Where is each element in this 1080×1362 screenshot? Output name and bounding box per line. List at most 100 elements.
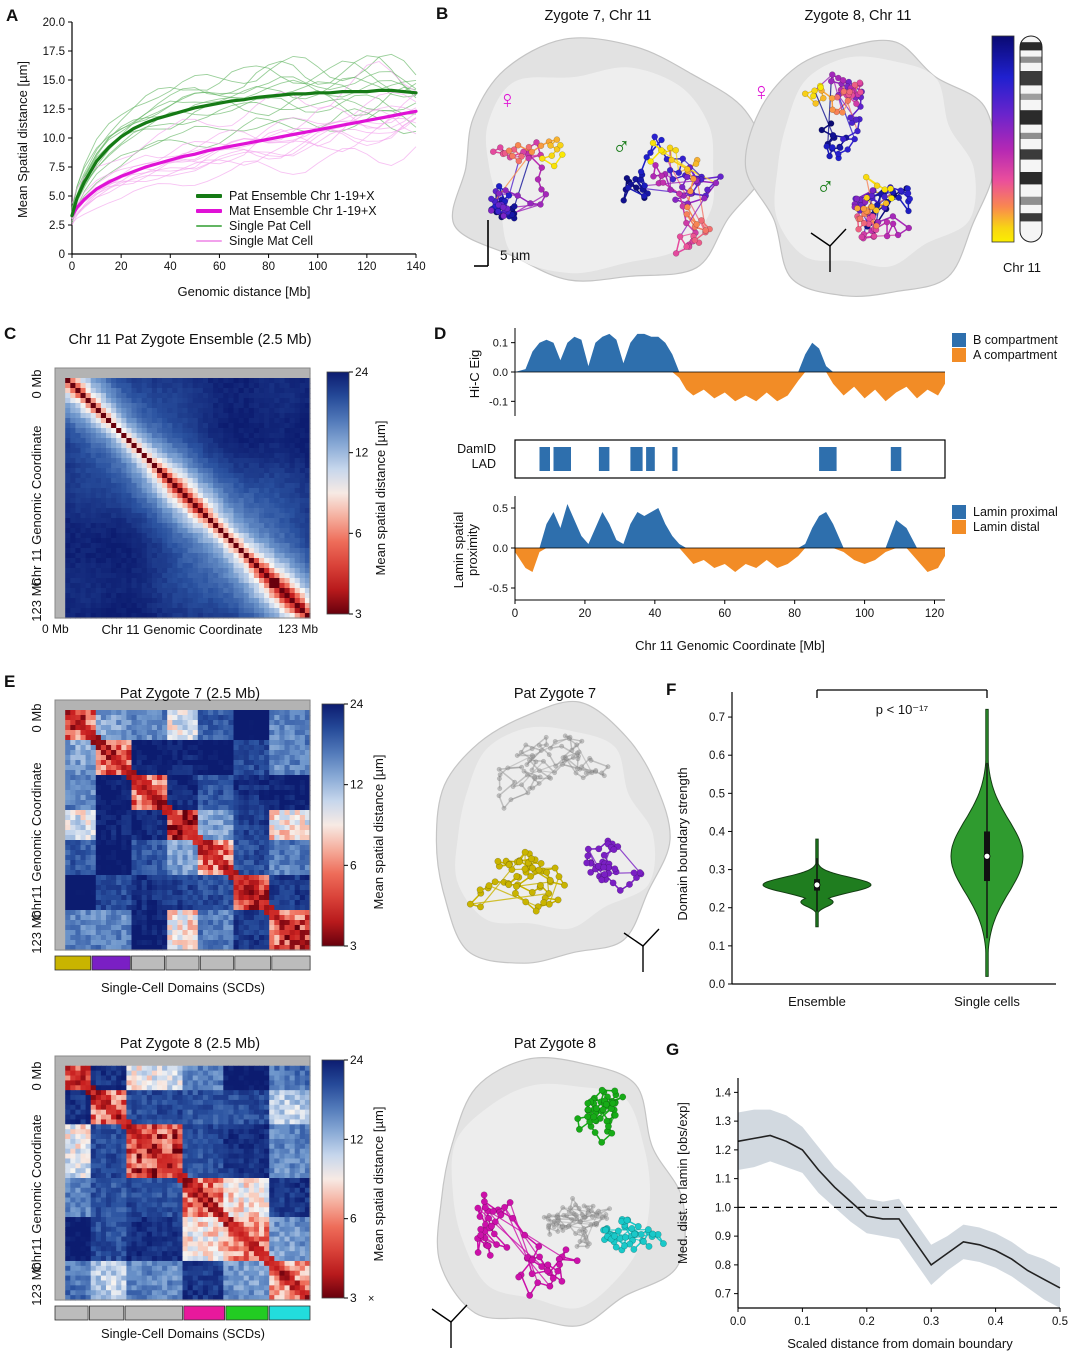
panel-g-line-chart: 0.70.80.91.01.11.21.31.40.0 0.1 0.2 0.3 0.4 0… xyxy=(715,1078,1068,1328)
svg-text:20: 20 xyxy=(115,261,128,273)
svg-text:120: 120 xyxy=(357,261,376,273)
zygote8-render-title: Pat Zygote 8 xyxy=(513,1036,597,1052)
legend-label: A compartment xyxy=(973,348,1058,362)
svg-text:120: 120 xyxy=(925,608,944,620)
panel-c-xlabel: Chr 11 Genomic Coordinate xyxy=(101,622,263,637)
legend-item: Single Pat Cell xyxy=(196,219,377,233)
legend-label: Single Mat Cell xyxy=(229,234,314,248)
legend-swatch xyxy=(196,194,222,198)
legend-swatch xyxy=(952,520,966,534)
panel-c-xtick-start: 0 Mb xyxy=(42,622,69,636)
zygote8-map-title: Pat Zygote 8 (2.5 Mb) xyxy=(119,1036,261,1052)
svg-text:80: 80 xyxy=(262,261,275,273)
svg-text:0: 0 xyxy=(512,608,518,620)
svg-text:40: 40 xyxy=(648,608,661,620)
legend-swatch xyxy=(952,333,966,347)
svg-text:0: 0 xyxy=(59,249,65,261)
panel-a-ylabel: Mean Spatial distance [µm] xyxy=(15,60,30,219)
zygote7-ytick-end: 123 Mb xyxy=(29,910,44,954)
svg-text:100: 100 xyxy=(855,608,874,620)
zygote8-ytick-end: 123 Mb xyxy=(29,1262,44,1306)
lamin-legend: Lamin proximal Lamin distal xyxy=(952,504,1058,535)
female-icon: ♀ xyxy=(498,86,517,114)
legend-label: Single Pat Cell xyxy=(229,219,311,233)
panel-label-g: G xyxy=(666,1040,680,1059)
svg-text:17.5: 17.5 xyxy=(43,46,65,58)
legend-swatch xyxy=(196,209,222,213)
male-icon: ♂ xyxy=(612,132,631,160)
zygote7-render-title: Pat Zygote 7 xyxy=(513,686,597,702)
svg-text:100: 100 xyxy=(308,261,327,273)
panel-c-colorbar-label: Mean spatial distance [µm] xyxy=(373,420,388,576)
zygote8-title: Zygote 8, Chr 11 xyxy=(804,8,912,24)
pvalue-annotation: p < 10⁻¹⁷ xyxy=(875,702,929,717)
legend-item: Single Mat Cell xyxy=(196,234,377,248)
svg-text:60: 60 xyxy=(213,261,226,273)
legend-swatch xyxy=(952,348,966,362)
panel-label-b: B xyxy=(436,4,449,23)
panel-f-violin: 0.00.10.20.30.40.50.60.7 xyxy=(709,689,1056,991)
legend-item: A compartment xyxy=(952,348,1058,362)
panel-c-title: Chr 11 Pat Zygote Ensemble (2.5 Mb) xyxy=(68,332,312,348)
svg-text:15.0: 15.0 xyxy=(43,75,65,87)
zygote7-scd-label: Single-Cell Domains (SCDs) xyxy=(101,980,265,995)
zygote7-title: Zygote 7, Chr 11 xyxy=(544,8,652,24)
svg-text:2.5: 2.5 xyxy=(49,220,65,232)
panel-c-xtick-end: 123 Mb xyxy=(278,622,319,636)
legend-item: Pat Ensemble Chr 1-19+X xyxy=(196,189,377,203)
panel-a-line-chart: 0 2.5 5.0 7.5 10.0 12.5 15.0 17.5 20.0 0 20 40 60 80 1… xyxy=(43,17,426,273)
svg-text:3: 3 xyxy=(355,607,362,621)
svg-text:0.5: 0.5 xyxy=(493,503,508,515)
svg-text:12: 12 xyxy=(355,446,369,460)
category-ensemble: Ensemble xyxy=(788,994,846,1009)
svg-text:0.1: 0.1 xyxy=(493,338,508,350)
legend-item: B compartment xyxy=(952,333,1058,347)
panel-b-zygote-render xyxy=(451,35,1043,298)
legend-swatch xyxy=(952,505,966,519)
svg-text:7.5: 7.5 xyxy=(49,162,65,174)
category-single-cells: Single cells xyxy=(954,994,1020,1009)
panel-f-ylabel: Domain boundary strength xyxy=(675,767,690,921)
svg-text:40: 40 xyxy=(164,261,177,273)
female-icon: ♀ xyxy=(752,78,771,106)
svg-text:20.0: 20.0 xyxy=(43,17,65,29)
compartment-legend: B compartment A compartment xyxy=(952,332,1058,363)
legend-label: Mat Ensemble Chr 1-19+X xyxy=(229,204,377,218)
panel-label-c: C xyxy=(4,324,17,343)
zygote7-map-title: Pat Zygote 7 (2.5 Mb) xyxy=(119,686,261,702)
svg-text:140: 140 xyxy=(406,261,425,273)
svg-text:0.0: 0.0 xyxy=(493,367,508,379)
panel-g-xlabel: Scaled distance from domain boundary xyxy=(787,1336,1013,1351)
legend-label: B compartment xyxy=(973,333,1058,347)
panel-c-heatmap: 24 12 6 3 xyxy=(54,365,369,621)
svg-text:6: 6 xyxy=(355,526,362,540)
zygote8-scd-label: Single-Cell Domains (SCDs) xyxy=(101,1326,265,1341)
legend-label: Lamin proximal xyxy=(973,505,1058,519)
panel-a-legend: Pat Ensemble Chr 1-19+X Mat Ensemble Chr … xyxy=(196,188,377,249)
panel-label-d: D xyxy=(434,324,447,343)
svg-text:0.0: 0.0 xyxy=(493,543,508,555)
legend-label: Pat Ensemble Chr 1-19+X xyxy=(229,189,375,203)
zygote7-ytick-start: 0 Mb xyxy=(29,703,44,733)
panel-label-f: F xyxy=(666,680,677,699)
panel-g-ylabel: Med. dist. to lamin [obs/exp] xyxy=(675,1102,690,1264)
svg-text:12.5: 12.5 xyxy=(43,104,65,116)
male-icon: ♂ xyxy=(816,172,835,200)
legend-swatch xyxy=(196,240,222,242)
svg-text:60: 60 xyxy=(718,608,731,620)
svg-text:5.0: 5.0 xyxy=(49,191,65,203)
legend-swatch xyxy=(196,225,222,227)
svg-text:24: 24 xyxy=(355,365,369,379)
legend-label: Lamin distal xyxy=(973,520,1040,534)
chr11-colorbar-label: Chr 11 xyxy=(1002,260,1042,275)
svg-text:10.0: 10.0 xyxy=(43,133,65,145)
panel-label-a: A xyxy=(6,6,19,25)
legend-item: Lamin proximal xyxy=(952,505,1058,519)
legend-item: Lamin distal xyxy=(952,520,1058,534)
svg-text:80: 80 xyxy=(788,608,801,620)
panel-c-ytick-start: 0 Mb xyxy=(29,369,44,399)
panel-d-xlabel: Chr 11 Genomic Coordinate [Mb] xyxy=(635,638,825,653)
